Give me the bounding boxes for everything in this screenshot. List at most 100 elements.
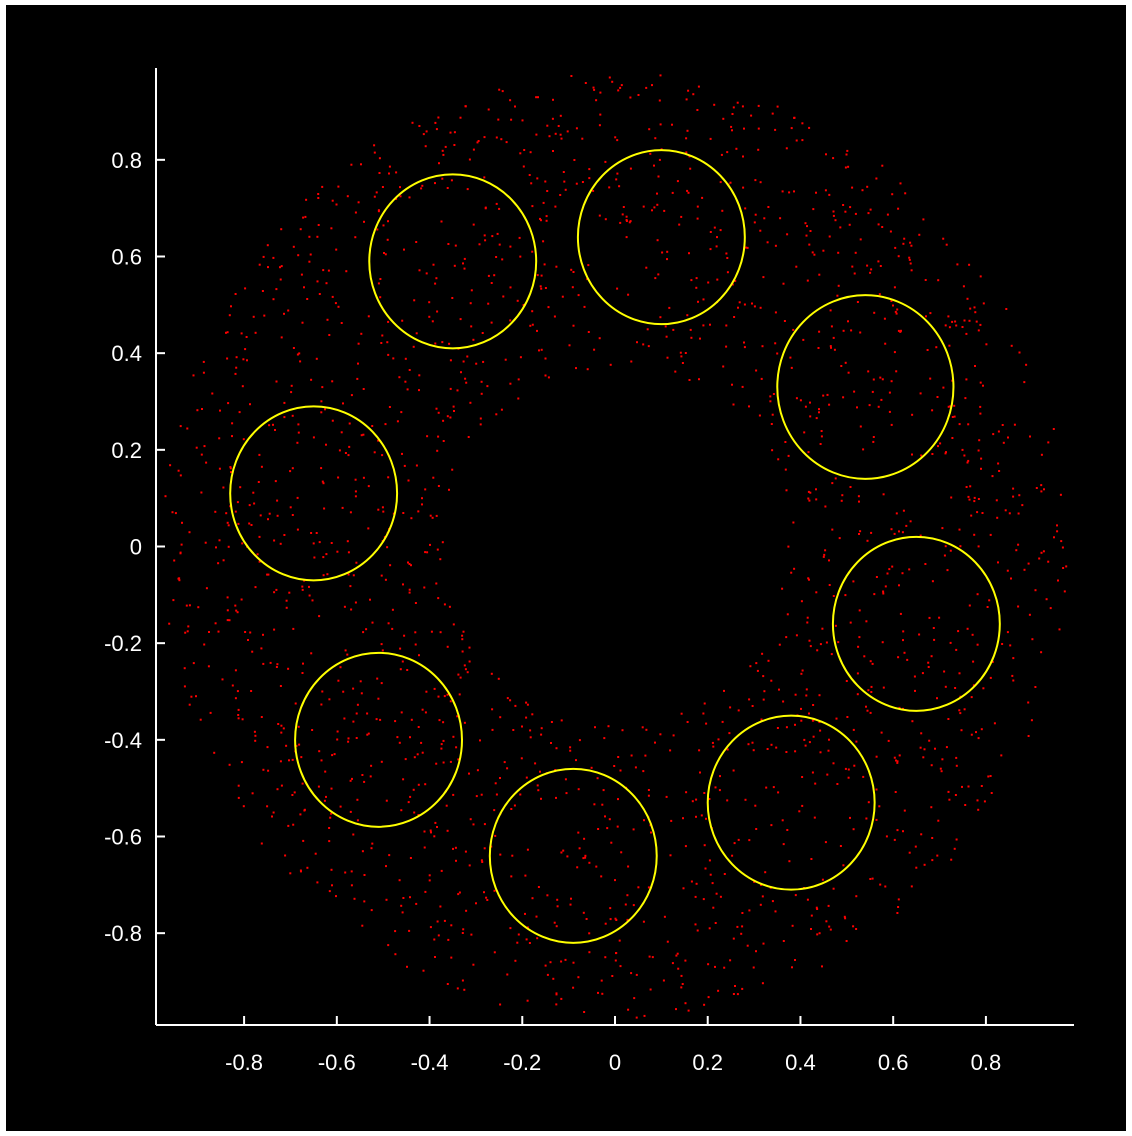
data-point	[381, 649, 384, 652]
data-point	[909, 520, 912, 523]
data-point	[826, 773, 829, 776]
data-point	[258, 560, 261, 563]
data-point	[491, 708, 494, 711]
data-point	[536, 937, 539, 940]
data-point	[619, 221, 622, 224]
data-point	[477, 140, 480, 142]
data-point	[858, 500, 860, 503]
data-point	[736, 993, 739, 996]
data-point	[654, 741, 656, 744]
data-point	[498, 88, 501, 91]
data-point	[794, 959, 796, 961]
data-point	[714, 965, 716, 968]
data-point	[870, 685, 873, 688]
data-point	[412, 788, 415, 791]
data-point	[815, 498, 818, 501]
data-point	[470, 933, 473, 936]
data-point	[559, 133, 562, 136]
data-point	[267, 266, 269, 269]
data-point	[659, 123, 662, 126]
data-point	[888, 568, 891, 571]
data-point	[869, 711, 872, 714]
data-point	[325, 553, 328, 556]
data-point	[276, 499, 279, 502]
data-point	[695, 277, 698, 280]
data-point	[518, 236, 521, 239]
data-point	[262, 633, 264, 636]
data-point	[215, 546, 217, 549]
data-point	[422, 133, 425, 136]
data-point	[1012, 487, 1015, 490]
data-point	[285, 744, 288, 747]
data-point	[373, 151, 376, 154]
data-point	[703, 1003, 706, 1006]
data-point	[404, 357, 407, 360]
data-point	[437, 435, 440, 438]
data-point	[472, 823, 475, 826]
data-point	[970, 733, 973, 736]
data-point	[877, 260, 880, 263]
data-point	[961, 785, 963, 788]
data-point	[931, 837, 934, 839]
data-point	[436, 548, 439, 551]
data-point	[831, 528, 834, 531]
data-point	[770, 824, 773, 827]
data-point	[899, 330, 902, 333]
data-point	[929, 377, 932, 380]
data-point	[291, 467, 294, 470]
data-point	[388, 854, 391, 857]
data-point	[331, 380, 334, 383]
data-point	[240, 761, 243, 764]
data-point	[737, 709, 740, 712]
data-point	[884, 885, 887, 888]
data-point	[815, 906, 818, 909]
data-point	[376, 677, 379, 680]
data-point	[411, 121, 414, 124]
data-point	[810, 858, 813, 860]
data-point	[699, 771, 701, 774]
data-point	[395, 171, 398, 174]
data-point	[867, 689, 870, 692]
data-point	[647, 886, 650, 889]
data-point	[417, 783, 420, 786]
data-point	[524, 874, 527, 877]
data-point	[911, 720, 914, 723]
data-point	[490, 672, 493, 675]
data-point	[529, 729, 532, 732]
data-point	[344, 871, 347, 874]
data-point	[818, 411, 820, 414]
data-point	[314, 852, 317, 855]
data-point	[837, 284, 840, 287]
data-point	[551, 117, 554, 120]
data-point	[440, 747, 443, 750]
data-point	[969, 307, 972, 310]
data-point	[547, 306, 550, 309]
data-point	[339, 666, 342, 669]
data-point	[604, 218, 607, 221]
data-point	[400, 711, 403, 714]
data-point	[461, 979, 464, 982]
data-point	[553, 921, 556, 924]
data-point	[901, 572, 904, 575]
data-point	[688, 155, 691, 158]
cluster-circle	[776, 294, 955, 480]
data-point	[425, 272, 428, 275]
data-point	[457, 893, 460, 896]
data-point	[837, 641, 840, 644]
data-point	[624, 903, 627, 906]
data-point	[514, 105, 516, 108]
data-point	[711, 741, 714, 744]
data-point	[922, 756, 925, 759]
data-point	[762, 276, 765, 279]
data-point	[317, 224, 320, 226]
data-point	[1042, 550, 1045, 553]
data-point	[909, 241, 912, 244]
data-point	[942, 386, 945, 389]
data-point	[671, 123, 673, 126]
data-point	[645, 86, 648, 89]
data-point	[227, 545, 230, 548]
data-point	[586, 368, 589, 371]
data-point	[272, 298, 275, 301]
data-point	[572, 961, 575, 964]
data-point	[741, 925, 744, 928]
